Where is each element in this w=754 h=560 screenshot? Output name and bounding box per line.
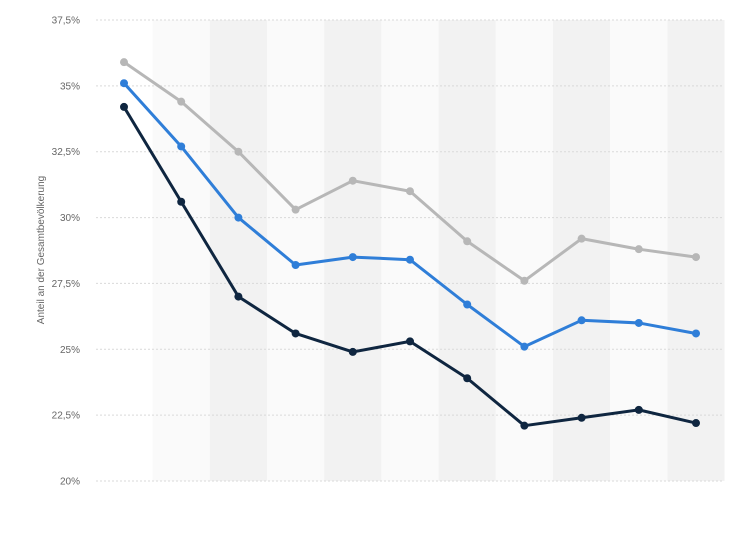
series-1 [120,58,700,285]
data-point[interactable] [520,342,529,351]
data-point[interactable] [120,58,128,67]
data-point[interactable] [577,316,586,325]
column-band [381,20,439,481]
series-lines [120,58,700,430]
y-tick-label: 32,5% [52,147,80,158]
y-tick-label: 20% [60,477,80,488]
column-band [553,20,611,481]
data-point[interactable] [177,97,186,106]
data-point[interactable] [177,142,186,151]
y-tick-label: 25% [60,345,80,356]
y-tick-label: 27,5% [52,279,80,290]
data-point[interactable] [634,405,643,414]
series-3 [120,102,700,430]
series-2 [120,79,700,351]
data-point[interactable] [406,187,414,196]
data-point[interactable] [463,237,472,246]
data-point[interactable] [291,205,300,214]
data-point[interactable] [348,347,357,356]
data-point[interactable] [520,276,529,285]
data-point[interactable] [177,197,186,206]
data-point[interactable] [120,79,128,88]
column-band [209,20,267,481]
column-band [438,20,496,481]
data-point[interactable] [520,421,529,430]
data-point[interactable] [692,419,700,428]
y-tick-label: 37,5% [52,16,80,27]
data-point[interactable] [291,329,300,338]
data-point[interactable] [463,300,472,309]
data-point[interactable] [234,292,243,301]
data-point[interactable] [348,176,357,185]
column-band [667,20,725,481]
data-point[interactable] [577,234,586,243]
data-point[interactable] [634,318,643,327]
y-tick-label: 35% [60,81,80,92]
y-axis-title: Anteil an der Gesamtbevölkerung [36,176,47,324]
data-point[interactable] [291,260,300,269]
column-band [152,20,210,481]
column-band [267,20,325,481]
data-point[interactable] [406,337,414,346]
data-point[interactable] [234,147,243,156]
y-tick-label: 30% [60,213,80,224]
data-point[interactable] [692,253,700,262]
column-bands [152,20,725,481]
y-tick-label: 22,5% [52,411,80,422]
data-point[interactable] [634,245,643,254]
column-band [495,20,553,481]
data-point[interactable] [577,413,586,422]
data-point[interactable] [120,102,128,111]
y-axis-ticks: 20% 22,5% 25% 27,5% 30% 32,5% 35% 37,5% [52,16,80,488]
gridlines [96,19,724,482]
data-point[interactable] [234,213,243,222]
data-point[interactable] [692,329,700,338]
data-point[interactable] [406,255,414,264]
data-point[interactable] [463,374,472,383]
data-point[interactable] [348,253,357,262]
column-band [324,20,382,481]
